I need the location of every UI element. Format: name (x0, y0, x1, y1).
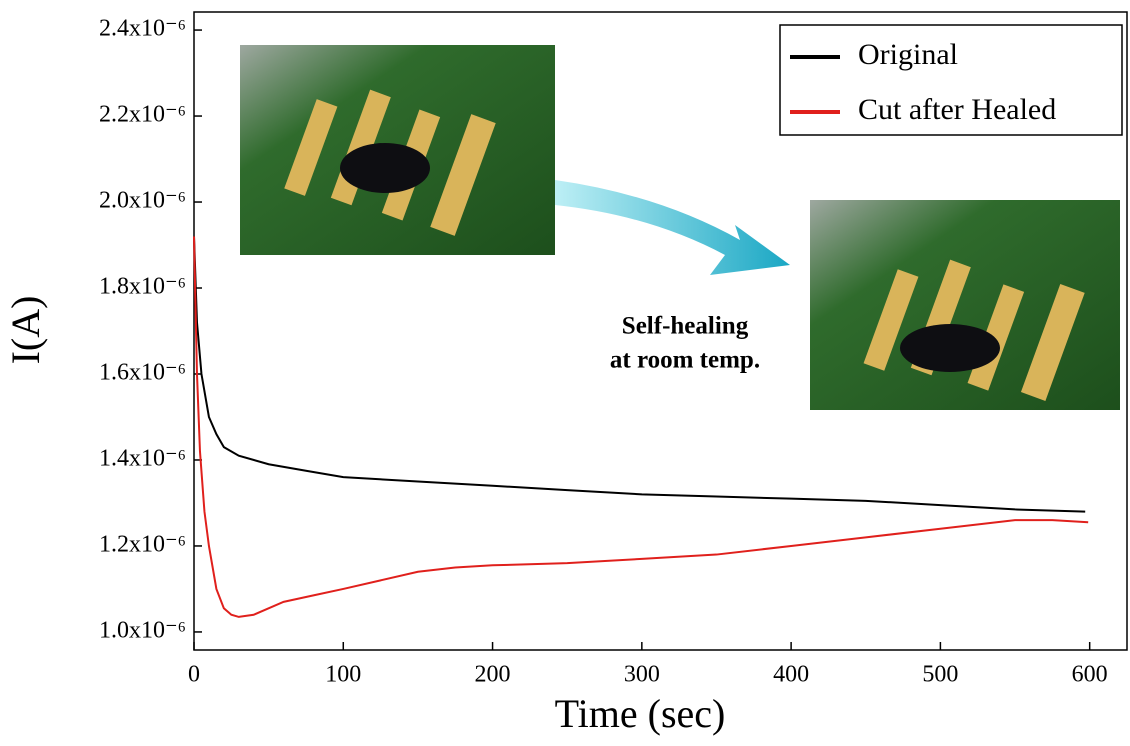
x-tick-label: 500 (922, 662, 958, 688)
y-tick-label: 1.8x10⁻⁶ (99, 274, 186, 300)
y-tick-label: 1.4x10⁻⁶ (99, 445, 186, 471)
x-tick-label: 300 (624, 662, 660, 688)
y-tick-label: 2.2x10⁻⁶ (99, 102, 186, 128)
y-tick-label: 2.4x10⁻⁶ (99, 16, 186, 42)
y-axis-label: I(A) (3, 296, 48, 365)
x-axis-label: Time (sec) (555, 691, 726, 736)
x-tick-label: 0 (188, 662, 200, 688)
photo-before (240, 45, 555, 255)
legend-label: Cut after Healed (858, 93, 1056, 126)
chart: I(A) Time (sec) Self-healing at room tem… (0, 0, 1130, 746)
annotation: at room temp. (610, 347, 760, 374)
x-tick-label: 600 (1072, 662, 1108, 688)
photo-after (810, 200, 1120, 410)
arrow (555, 180, 790, 275)
y-tick-label: 1.2x10⁻⁶ (99, 531, 186, 557)
x-tick-label: 400 (773, 662, 809, 688)
annotation: Self-healing (622, 313, 749, 340)
y-tick-label: 1.6x10⁻⁶ (99, 359, 186, 385)
x-tick-label: 100 (325, 662, 361, 688)
legend-label: Original (858, 38, 958, 71)
x-tick-label: 200 (475, 662, 511, 688)
y-tick-label: 1.0x10⁻⁶ (99, 617, 186, 643)
y-tick-label: 2.0x10⁻⁶ (99, 188, 186, 214)
